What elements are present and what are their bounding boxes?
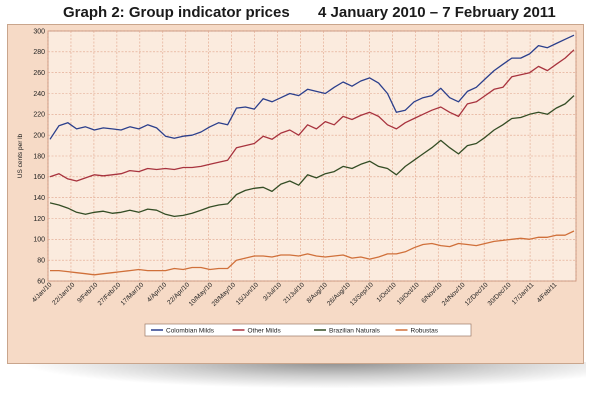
x-tick-label: 8/Aug/10 (306, 281, 330, 305)
x-tick-label: 12/Dec/10 (464, 281, 490, 307)
series-line-1 (49, 49, 575, 182)
y-tick-label: 80 (37, 258, 45, 265)
x-tick-label: 17/Jan/11 (511, 281, 536, 306)
legend-label-0: Colombian Milds (166, 327, 215, 334)
y-tick-label: 140 (33, 195, 45, 202)
x-tick-label: 27/Feb/10 (97, 281, 123, 307)
legend-label-3: Robustas (411, 327, 439, 334)
chart-svg: 60 80 100 120 140 160 180 200 220 240 260 280 300 US… (17, 28, 577, 337)
x-tick-label: 4/Apr/10 (146, 281, 169, 304)
series-line-0 (49, 34, 575, 140)
y-tick-label: 200 (33, 133, 45, 140)
y-axis-ticks: 60 80 100 120 140 160 180 200 220 240 260 280 300 (33, 28, 45, 285)
y-tick-label: 180 (33, 153, 45, 160)
y-tick-label: 220 (33, 112, 45, 119)
series-layer (49, 34, 575, 276)
x-tick-label: 4/Feb/11 (536, 281, 559, 304)
x-tick-label: 15/Jun/10 (235, 281, 260, 306)
x-tick-label: 19/Oct/10 (396, 281, 421, 306)
legend-box (144, 323, 472, 337)
x-tick-label: 30/Dec/10 (487, 281, 513, 307)
y-axis-label: US cents per lb (17, 133, 24, 178)
grid-layer (47, 30, 577, 282)
x-tick-label: 22/Jan/10 (51, 281, 76, 306)
legend-label-1: Other Milds (248, 327, 282, 334)
x-tick-label: 13/Sep/10 (349, 281, 375, 307)
x-tick-label: 9/Feb/10 (76, 281, 99, 304)
x-tick-label: 3/Jul/10 (262, 281, 283, 302)
y-tick-label: 60 (37, 278, 45, 285)
x-tick-label: 21/Jul/10 (282, 281, 306, 305)
x-tick-label: 1/Oct/10 (375, 281, 398, 304)
x-tick-label: 6/Nov/10 (420, 281, 444, 305)
x-tick-label: 17/Mar/10 (120, 281, 146, 307)
y-tick-label: 280 (33, 49, 45, 56)
x-tick-label: 26/Aug/10 (326, 281, 352, 307)
y-tick-label: 100 (33, 237, 45, 244)
legend-label-2: Brazilian Naturals (329, 327, 381, 334)
chart-title: Graph 2: Group indicator prices (63, 4, 290, 21)
y-tick-label: 120 (33, 216, 45, 223)
x-tick-label: 28/May/10 (211, 281, 238, 308)
series-line-3 (50, 230, 575, 276)
y-tick-label: 300 (33, 28, 45, 35)
chart-date-range: 4 January 2010 – 7 February 2011 (318, 4, 556, 21)
legend: Colombian Milds Other Milds Brazilian Natu… (144, 323, 472, 337)
x-tick-label: 24/Nov/10 (441, 281, 467, 307)
title-row: Graph 2: Group indicator prices 4 Januar… (0, 2, 600, 24)
y-tick-label: 240 (33, 91, 45, 98)
y-tick-label: 160 (33, 174, 45, 181)
chart-shadow (26, 362, 586, 388)
y-tick-label: 260 (33, 70, 45, 77)
series-line-2 (49, 95, 575, 218)
chart-frame: 60 80 100 120 140 160 180 200 220 240 260 280 300 US… (7, 24, 584, 364)
